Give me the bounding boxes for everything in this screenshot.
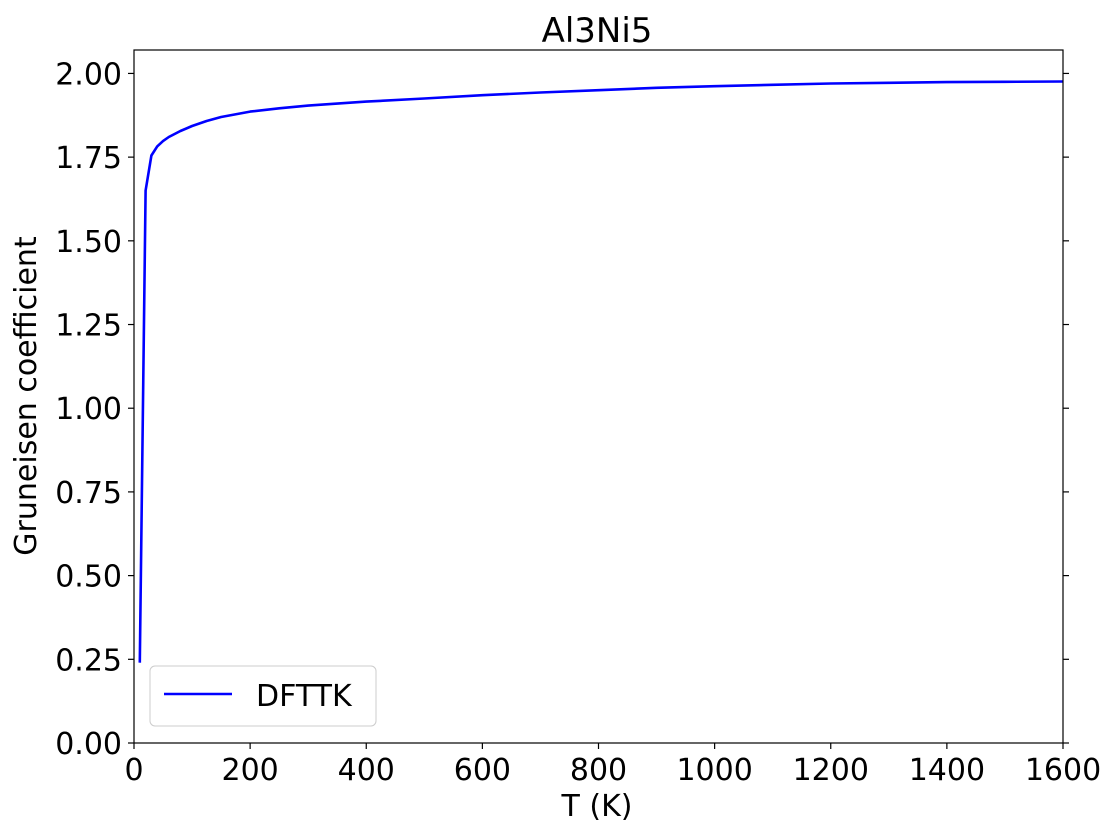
chart-title: Al3Ni5 <box>542 11 653 51</box>
y-tick-label: 0.75 <box>55 476 122 511</box>
plot-series <box>138 80 1064 663</box>
x-tick-label: 1600 <box>1025 753 1101 788</box>
y-axis-ticks: 0.00 0.25 0.50 0.75 1.00 1.25 1.50 1.75 2.00 <box>55 57 1069 762</box>
y-tick-label: 1.25 <box>55 309 122 344</box>
y-tick-label: 0.00 <box>55 727 122 762</box>
y-tick-label: 0.50 <box>55 560 122 595</box>
x-axis-label: T (K) <box>561 789 633 824</box>
x-tick-label: 0 <box>124 753 143 788</box>
x-tick-label: 400 <box>338 753 395 788</box>
legend: DFTTK <box>149 665 377 727</box>
x-tick-label: 1000 <box>676 753 752 788</box>
y-axis-label: Gruneisen coefficient <box>9 236 44 556</box>
series-line <box>138 80 1064 663</box>
plot-frame <box>133 49 1064 744</box>
y-tick-label: 0.25 <box>55 643 122 678</box>
x-tick-label: 200 <box>221 753 278 788</box>
y-tick-label: 1.75 <box>55 141 122 176</box>
x-tick-label: 800 <box>570 753 627 788</box>
x-tick-label: 600 <box>454 753 511 788</box>
legend-box <box>149 665 377 727</box>
y-tick-label: 1.50 <box>55 225 122 260</box>
y-tick-label: 2.00 <box>55 57 122 92</box>
x-tick-label: 1400 <box>909 753 985 788</box>
legend-label: DFTTK <box>256 679 353 714</box>
y-tick-label: 1.00 <box>55 392 122 427</box>
x-axis-ticks: 0 200 400 600 800 1000 1200 1400 1600 <box>124 743 1101 788</box>
x-tick-label: 1200 <box>793 753 869 788</box>
